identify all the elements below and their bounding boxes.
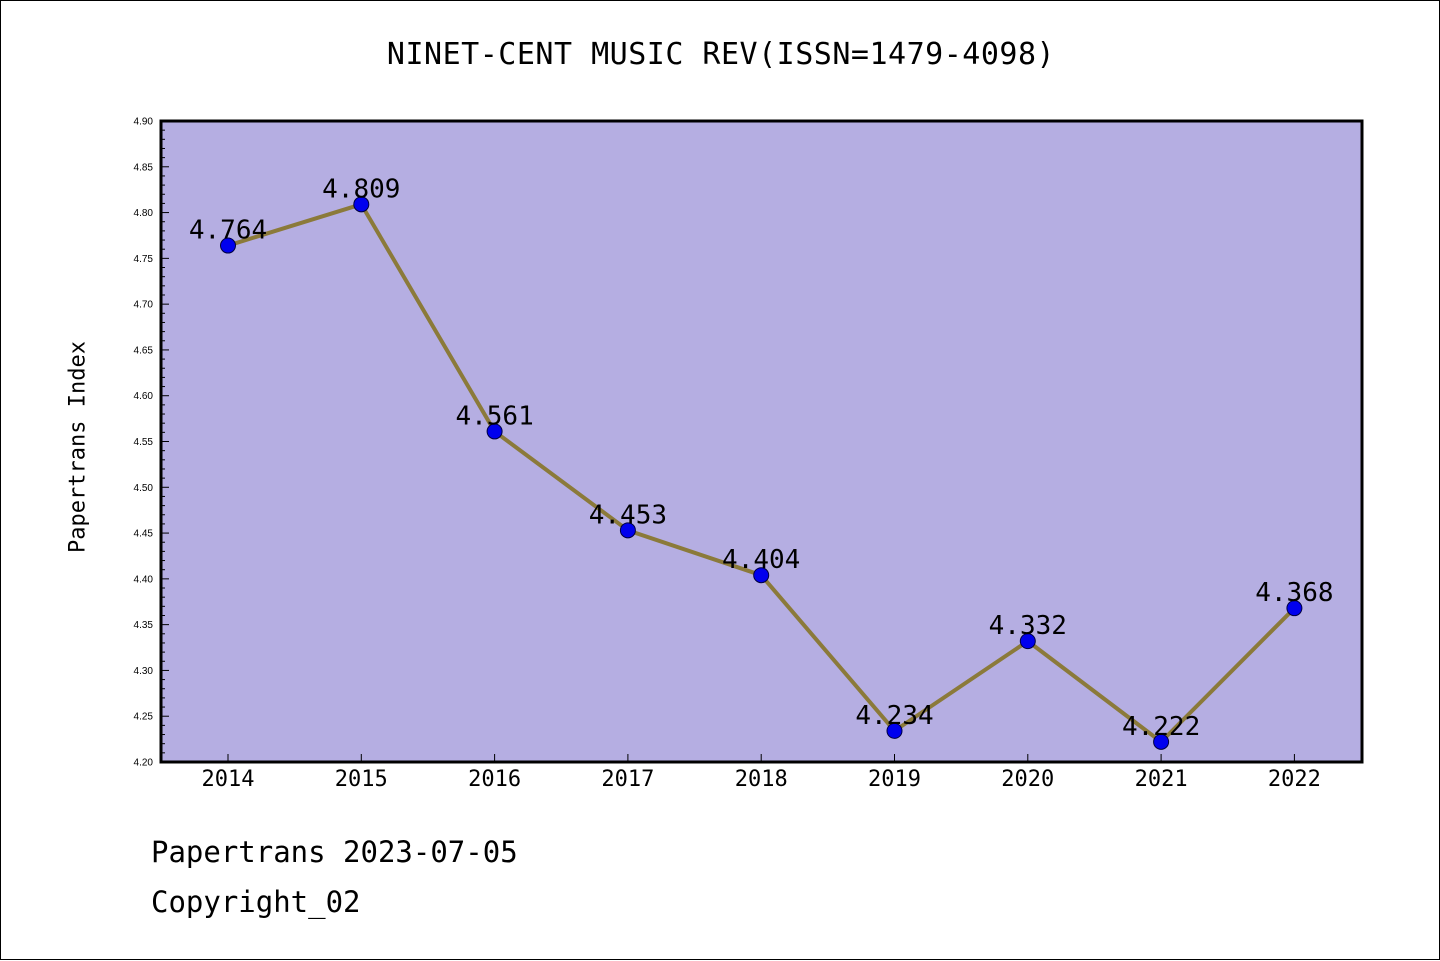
y-tick-label: 4.80 [134, 208, 154, 219]
y-tick-label: 4.90 [134, 117, 154, 128]
data-label: 4.234 [855, 701, 933, 731]
y-tick-label: 4.60 [134, 391, 154, 402]
x-tick-label: 2016 [468, 767, 521, 792]
data-label: 4.332 [989, 611, 1067, 641]
data-label: 4.453 [589, 500, 667, 530]
x-tick-label: 2014 [202, 767, 255, 792]
data-point [220, 237, 236, 254]
data-point [619, 522, 636, 539]
y-tick-label: 4.30 [134, 666, 154, 677]
series-group: 4.764 4.809 4.561 4.453 4.404 4.234 4.332 4.222… [189, 174, 1334, 750]
x-tick-label: 2020 [1001, 767, 1054, 792]
data-point [486, 423, 503, 440]
y-tick-label: 4.40 [134, 574, 154, 585]
data-point [886, 722, 903, 739]
y-tick-label: 4.85 [134, 162, 154, 173]
data-label: 4.561 [455, 401, 533, 431]
y-axis-ticks: 4.20 4.25 4.30 4.35 4.40 4.45 4.50 4.55 4.60 4.65… [134, 117, 169, 769]
y-tick-label: 4.45 [134, 529, 154, 540]
y-minor-ticks [161, 129, 165, 754]
data-point [1286, 600, 1303, 617]
y-tick-label: 4.20 [134, 758, 154, 769]
y-tick-label: 4.25 [134, 712, 154, 723]
data-point [353, 196, 370, 213]
plot-area [159, 119, 1364, 764]
x-tick-label: 2018 [735, 767, 788, 792]
data-point [1019, 633, 1036, 650]
footer-copyright: Copyright_02 [151, 885, 361, 919]
data-label: 4.809 [322, 174, 400, 204]
data-label: 4.764 [189, 216, 267, 246]
x-tick-label: 2015 [335, 767, 388, 792]
x-tick-label: 2022 [1268, 767, 1321, 792]
x-tick-label: 2019 [868, 767, 921, 792]
y-tick-label: 4.50 [134, 483, 154, 494]
data-label: 4.368 [1255, 578, 1333, 608]
y-tick-label: 4.75 [134, 254, 154, 265]
footer-date: Papertrans 2023-07-05 [151, 835, 518, 869]
x-axis-ticks: 2014 2015 2016 2017 2018 2019 2020 2021 2022 [202, 754, 1321, 792]
data-label: 4.404 [722, 545, 800, 575]
y-tick-label: 4.65 [134, 345, 154, 356]
x-tick-label: 2017 [601, 767, 654, 792]
y-tick-label: 4.55 [134, 437, 154, 448]
data-point [753, 567, 770, 584]
data-point [1153, 733, 1170, 750]
y-tick-label: 4.35 [134, 620, 154, 631]
x-tick-label: 2021 [1135, 767, 1188, 792]
chart-title: NINET-CENT MUSIC REV(ISSN=1479-4098) [386, 37, 1056, 72]
data-label: 4.222 [1122, 712, 1200, 742]
y-tick-label: 4.70 [134, 300, 154, 311]
